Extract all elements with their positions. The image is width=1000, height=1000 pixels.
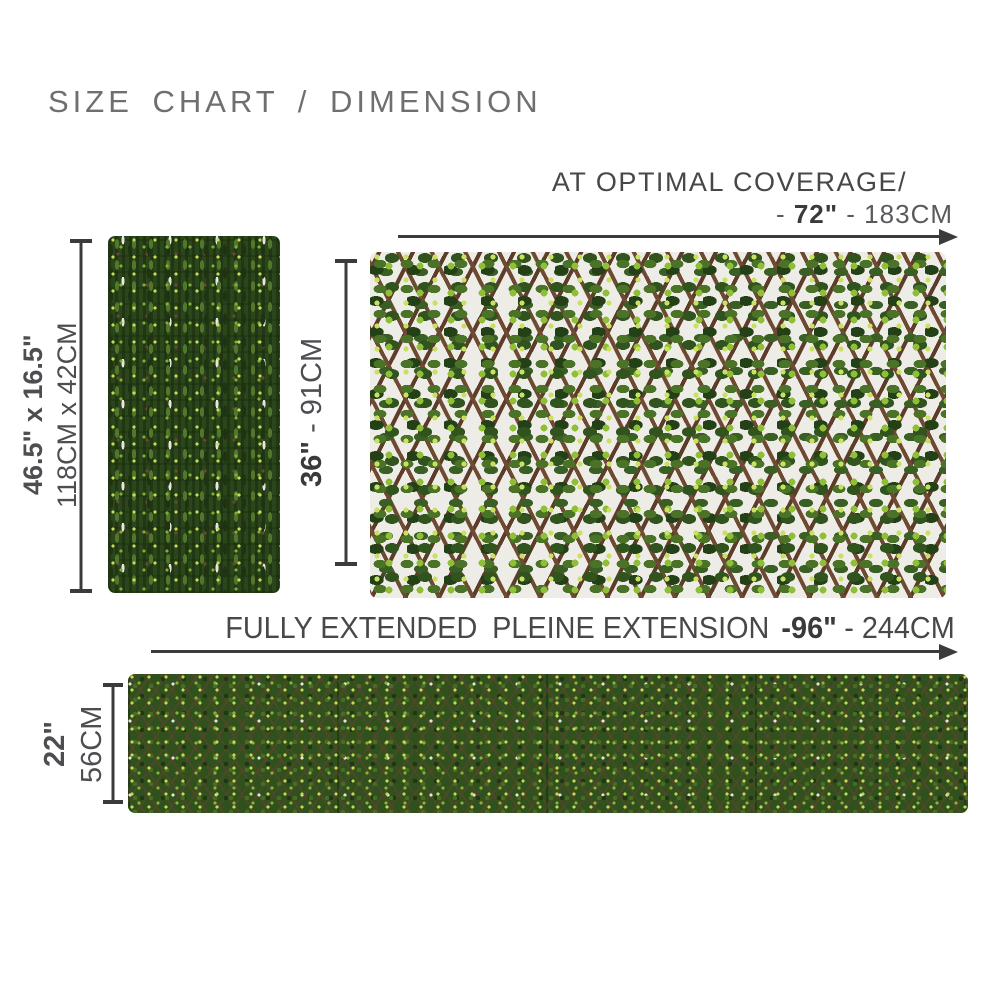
optimal-hedge-panel [370, 252, 946, 598]
optimal-width-value: - 72" - 183CM [776, 199, 953, 230]
extended-height-label: 22" 56CM [39, 688, 108, 800]
optimal-width-inches: 72" [793, 199, 839, 229]
optimal-height-inches: 36" [295, 440, 328, 487]
optimal-width-arrow [398, 229, 958, 245]
dimension-line [344, 261, 348, 564]
optimal-height-dimension-line [335, 259, 357, 566]
optimal-height-label: 36" - 91CM [294, 262, 330, 562]
folded-height-dimension-line [70, 239, 92, 593]
folded-hedge-panel [108, 236, 280, 593]
extended-heading-part2: PLEINE EXTENSION [492, 610, 770, 645]
dimension-line [111, 685, 115, 802]
dimension-cap-bottom-icon [103, 800, 123, 804]
optimal-coverage-heading: AT OPTIMAL COVERAGE/ [551, 167, 907, 197]
extended-width-inches: -96" [781, 610, 837, 645]
extended-heading-part1: FULLY EXTENDED [225, 610, 478, 645]
page-title: SIZE CHART / DIMENSION [48, 84, 542, 119]
optimal-height-text: 36" - 91CM [296, 262, 329, 562]
folded-size-label: 46.5" x 16.5" 118CM x 42CM [18, 250, 82, 580]
extended-width-arrow [151, 644, 958, 660]
arrow-right-icon [939, 644, 958, 660]
arrow-line [151, 650, 944, 653]
extended-heading: FULLY EXTENDED PLEINE EXTENSION -96" - 2… [218, 610, 962, 646]
dimension-cap-bottom-icon [335, 562, 357, 566]
optimal-height-cm: - 91CM [295, 337, 328, 441]
folded-size-inches: 46.5" x 16.5" [17, 334, 48, 496]
extended-height-inches: 22" [39, 721, 71, 768]
extended-hedge-panel [128, 674, 968, 813]
optimal-width-dash: - [775, 199, 794, 229]
arrow-right-icon [939, 229, 958, 245]
extended-width-cm: - 244CM [844, 610, 955, 645]
extended-height-cm: 56CM [76, 705, 108, 783]
dimension-cap-bottom-icon [70, 589, 92, 593]
optimal-width-cm: - 183CM [838, 199, 953, 229]
arrow-line [398, 235, 944, 238]
dimension-line [79, 241, 83, 591]
extended-height-dimension-line [103, 683, 123, 804]
